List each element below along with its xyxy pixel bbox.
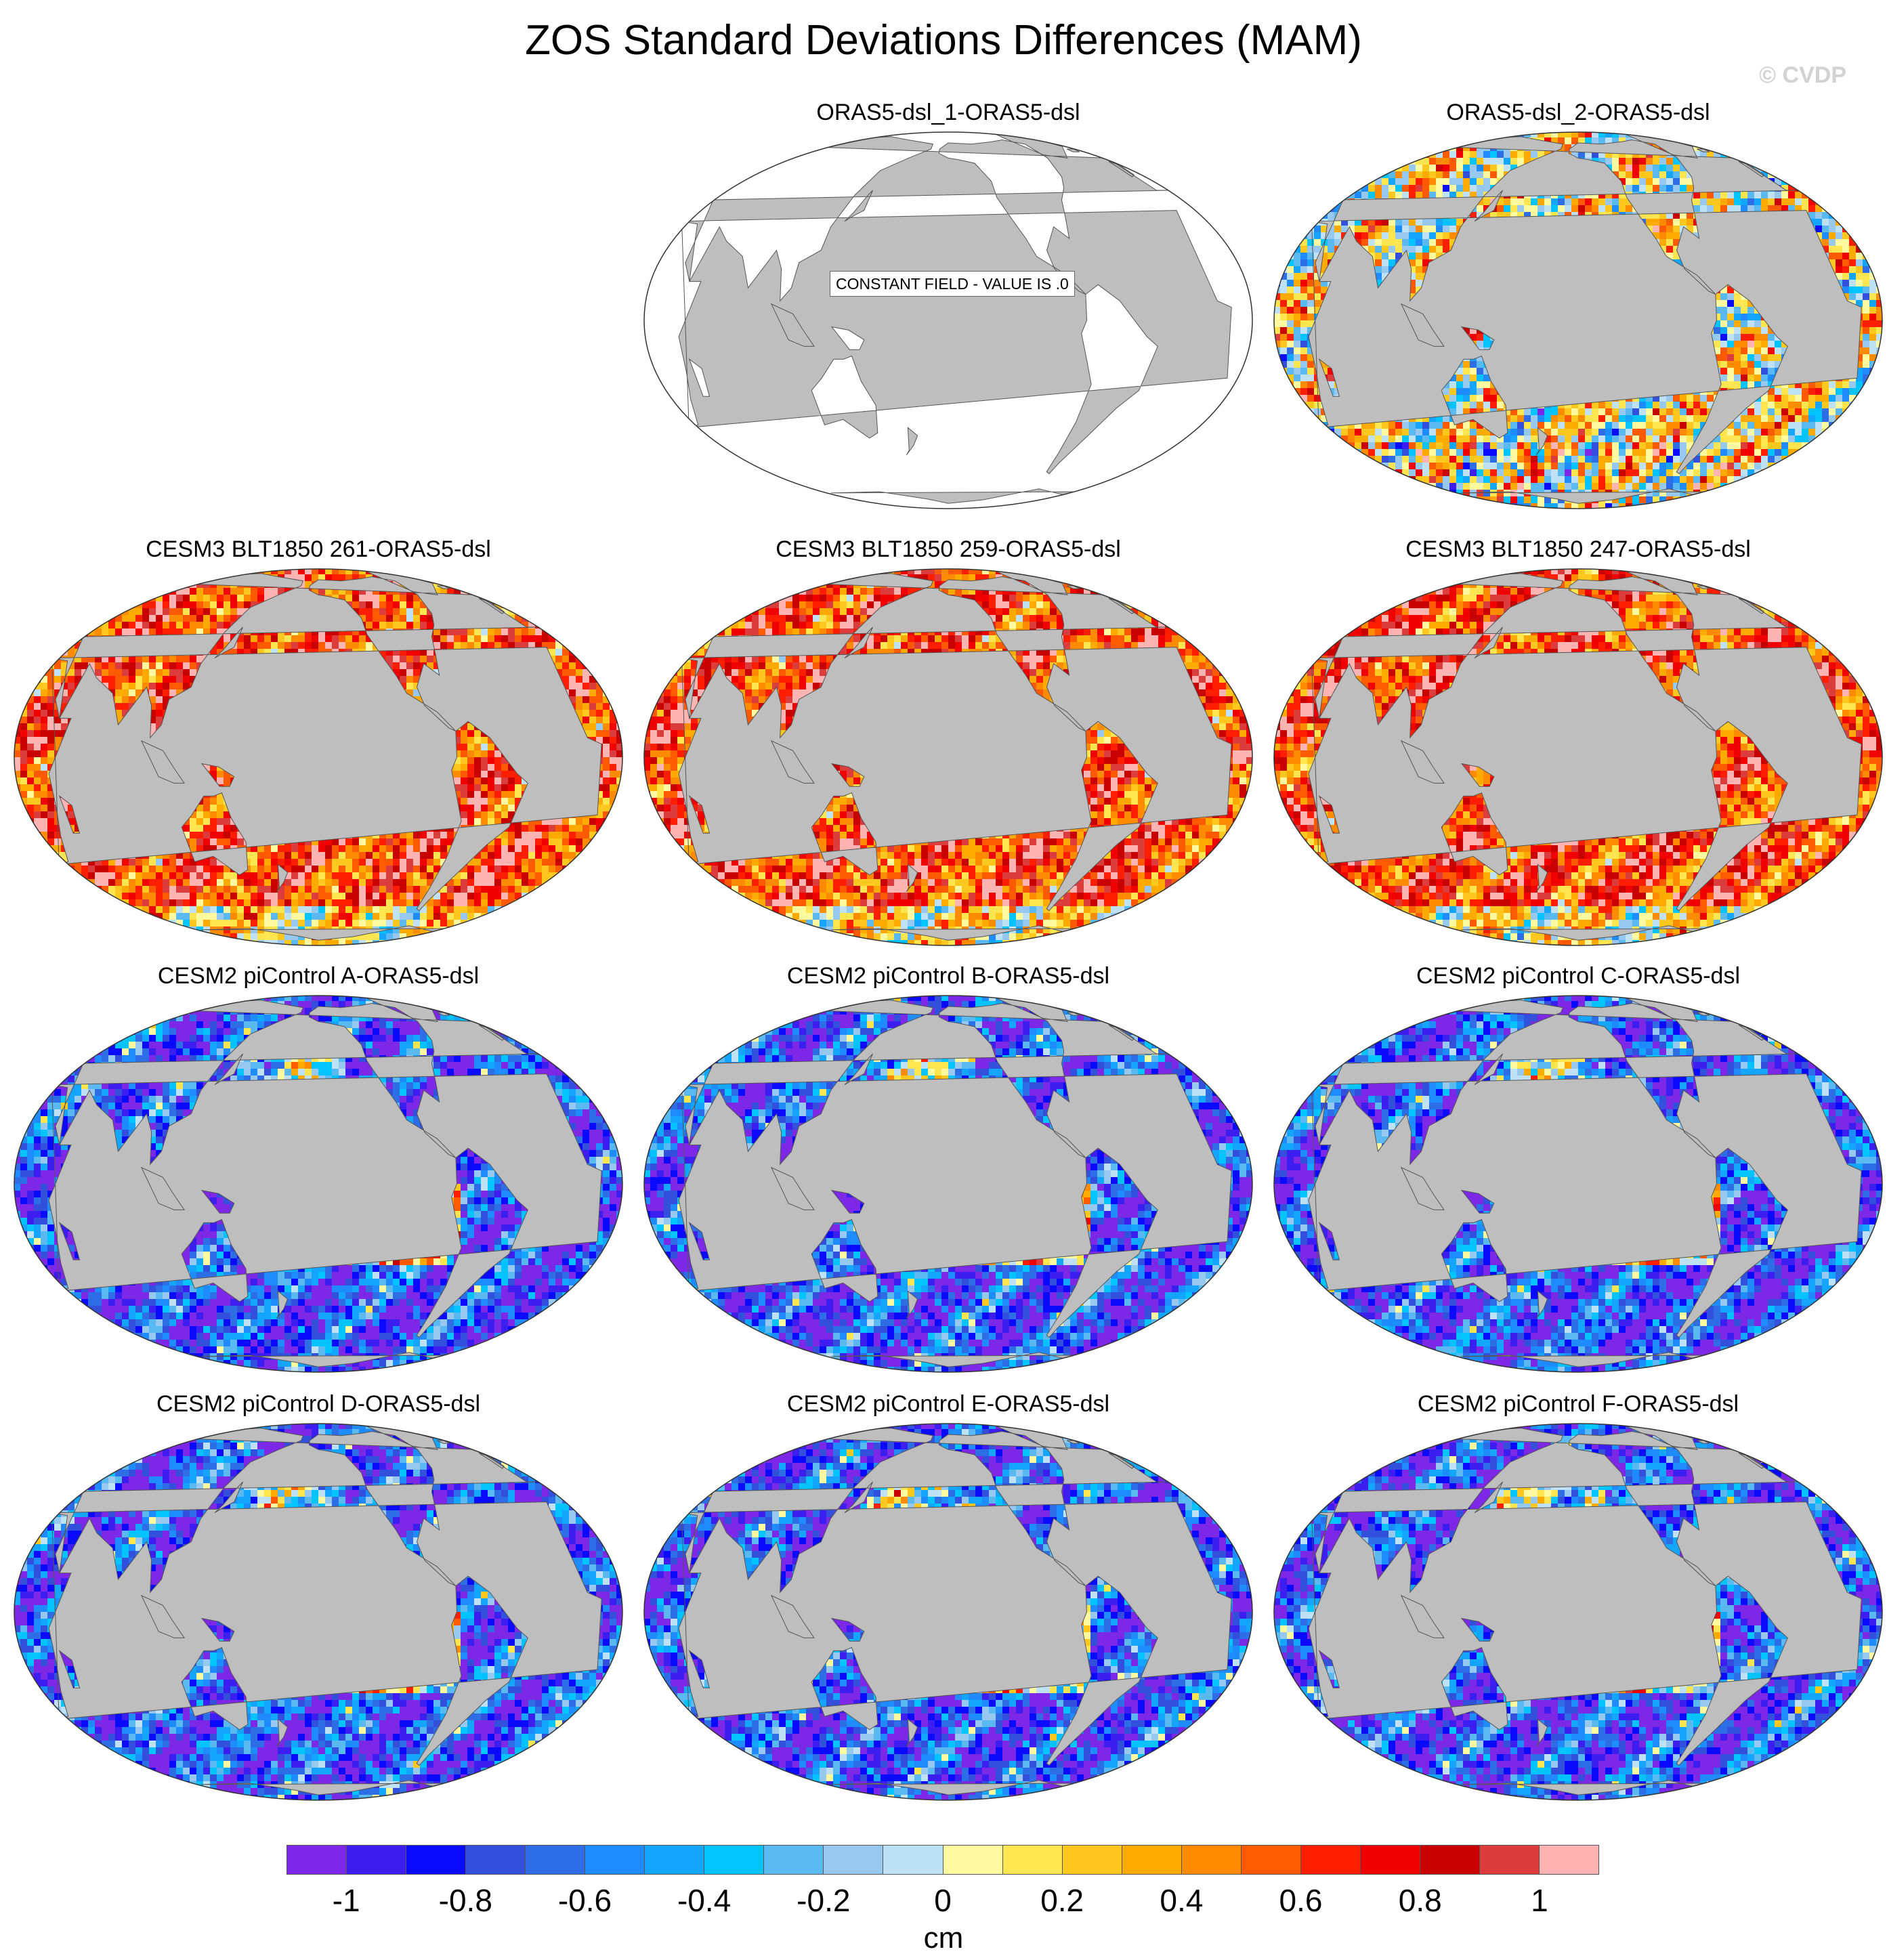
colorbar-tick-label: 0.4	[1160, 1883, 1203, 1918]
colorbar-tick-label: 0.6	[1279, 1883, 1323, 1918]
colorbar-swatch	[764, 1846, 824, 1874]
robinson-map	[1273, 568, 1883, 946]
robinson-map	[643, 995, 1253, 1373]
colorbar-swatch	[1062, 1846, 1122, 1874]
map-panel: CESM2 piControl F-ORAS5-dsl	[1273, 1390, 1883, 1801]
colorbar-swatch	[406, 1846, 467, 1874]
robinson-map	[1273, 995, 1883, 1373]
colorbar-tick-label: 1	[1531, 1883, 1548, 1918]
map-border	[643, 568, 1253, 946]
map-border	[643, 131, 1253, 509]
map-panel: CESM3 BLT1850 259-ORAS5-dsl	[643, 535, 1253, 946]
figure-title: ZOS Standard Deviations Differences (MAM…	[0, 14, 1887, 68]
map-panel: CESM2 piControl C-ORAS5-dsl	[1273, 962, 1883, 1373]
map-panel: CESM2 piControl B-ORAS5-dsl	[643, 962, 1253, 1373]
land-mask	[48, 1425, 602, 1800]
colorbar-swatch	[1002, 1846, 1063, 1874]
map-border	[14, 568, 623, 946]
panel-title: ORAS5-dsl_1-ORAS5-dsl	[643, 98, 1253, 127]
colorbar-swatch	[1241, 1846, 1301, 1874]
map-panel: CESM3 BLT1850 261-ORAS5-dsl	[14, 535, 623, 946]
colorbar-tick-label: -1	[333, 1883, 360, 1918]
robinson-map	[14, 568, 623, 946]
colorbar-swatch	[1181, 1846, 1242, 1874]
map-border	[643, 995, 1253, 1373]
constant-field-label: CONSTANT FIELD - VALUE IS .0	[830, 271, 1075, 297]
panel-title: CESM3 BLT1850 247-ORAS5-dsl	[1273, 535, 1883, 563]
panel-title: CESM2 piControl C-ORAS5-dsl	[1273, 962, 1883, 990]
colorbar-swatch	[347, 1846, 407, 1874]
colorbar-swatch	[1420, 1846, 1480, 1874]
colorbar-tick-label: 0	[934, 1883, 952, 1918]
colorbar-swatch	[1539, 1846, 1599, 1874]
colorbar-swatch	[466, 1846, 526, 1874]
colorbar-tick-label: -0.6	[558, 1883, 612, 1918]
map-border	[1273, 131, 1883, 509]
robinson-map	[1273, 131, 1883, 509]
land-mask	[678, 1425, 1232, 1800]
map-border	[1273, 568, 1883, 946]
colorbar-tick-label: 0.2	[1040, 1883, 1084, 1918]
colorbar-swatch	[1122, 1846, 1182, 1874]
colorbar-swatch	[704, 1846, 765, 1874]
panel-title: CESM2 piControl F-ORAS5-dsl	[1273, 1390, 1883, 1418]
robinson-map	[643, 568, 1253, 946]
land-mask	[678, 570, 1232, 945]
colorbar-swatch	[824, 1846, 884, 1874]
colorbar-tick-label: -0.8	[439, 1883, 492, 1918]
robinson-map	[14, 995, 623, 1373]
map-panel: ORAS5-dsl_2-ORAS5-dsl	[1273, 98, 1883, 509]
panel-title: CESM2 piControl A-ORAS5-dsl	[14, 962, 623, 990]
land-mask	[1308, 133, 1862, 509]
colorbar-swatch	[1300, 1846, 1361, 1874]
panel-title: CESM2 piControl B-ORAS5-dsl	[643, 962, 1253, 990]
map-panel: CESM2 piControl D-ORAS5-dsl	[14, 1390, 623, 1801]
land-mask	[1308, 997, 1862, 1372]
panel-title: CESM3 BLT1850 259-ORAS5-dsl	[643, 535, 1253, 563]
panel-title: CESM2 piControl D-ORAS5-dsl	[14, 1390, 623, 1418]
land-mask	[48, 570, 602, 945]
robinson-map	[1273, 1423, 1883, 1801]
colorbar-tick-label: 0.8	[1399, 1883, 1442, 1918]
map-panel: ORAS5-dsl_1-ORAS5-dsl CONSTANT FIELD - VA…	[643, 98, 1253, 509]
colorbar	[287, 1845, 1599, 1875]
robinson-map	[643, 131, 1253, 509]
map-border	[1273, 995, 1883, 1373]
colorbar-tick-label: -0.2	[797, 1883, 850, 1918]
colorbar-swatch	[585, 1846, 645, 1874]
colorbar-swatch	[1479, 1846, 1540, 1874]
map-panel: CESM2 piControl A-ORAS5-dsl	[14, 962, 623, 1373]
map-panel: CESM3 BLT1850 247-ORAS5-dsl	[1273, 535, 1883, 946]
map-panel: CESM2 piControl E-ORAS5-dsl	[643, 1390, 1253, 1801]
colorbar-swatch	[883, 1846, 944, 1874]
copyright-watermark: © CVDP	[1759, 62, 1846, 89]
map-border	[14, 1423, 623, 1801]
map-border	[1273, 1423, 1883, 1801]
panel-title: CESM3 BLT1850 261-ORAS5-dsl	[14, 535, 623, 563]
colorbar-swatch	[943, 1846, 1003, 1874]
colorbar-swatch	[645, 1846, 705, 1874]
colorbar-tick-label: -0.4	[677, 1883, 731, 1918]
robinson-map	[14, 1423, 623, 1801]
map-border	[643, 1423, 1253, 1801]
colorbar-units: cm	[0, 1921, 1887, 1956]
colorbar-swatch	[526, 1846, 586, 1874]
colorbar-swatch	[1360, 1846, 1420, 1874]
map-border	[14, 995, 623, 1373]
panel-title: ORAS5-dsl_2-ORAS5-dsl	[1273, 98, 1883, 127]
panel-title: CESM2 piControl E-ORAS5-dsl	[643, 1390, 1253, 1418]
robinson-map	[643, 1423, 1253, 1801]
colorbar-swatch	[287, 1846, 347, 1874]
